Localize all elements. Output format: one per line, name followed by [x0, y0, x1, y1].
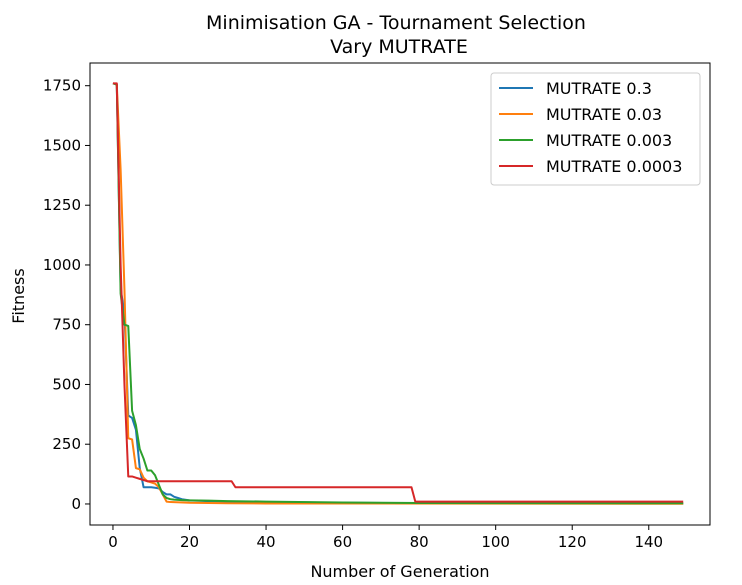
y-axis-label: Fitness	[9, 268, 28, 323]
legend-label-1: MUTRATE 0.3	[546, 79, 652, 98]
legend: MUTRATE 0.3 MUTRATE 0.03 MUTRATE 0.003 MUTR…	[490, 72, 701, 186]
x-tick-label: 100	[481, 533, 510, 551]
y-tick-label: 1250	[43, 196, 81, 214]
series-line-4	[112, 82, 684, 503]
y-tick-label: 500	[52, 375, 81, 393]
chart-title: Minimisation GA - Tournament Selection	[206, 12, 586, 34]
series-line-3	[112, 82, 684, 505]
legend-label-3: MUTRATE 0.003	[546, 131, 672, 150]
y-tick-label: 0	[71, 495, 81, 513]
y-tick-label: 250	[52, 435, 81, 453]
y-tick-label: 1500	[43, 136, 81, 154]
y-tick-label: 750	[52, 316, 81, 334]
x-tick-label: 40	[257, 533, 276, 551]
x-tick-label: 60	[333, 533, 352, 551]
x-tick-label: 20	[180, 533, 199, 551]
plot-frame	[89, 62, 711, 526]
x-tick-label: 0	[108, 533, 118, 551]
y-axis-ticks: 0 250 500 750 1000 1250 1500 1750	[43, 77, 90, 513]
legend-box	[490, 72, 701, 186]
y-tick-label: 1750	[43, 77, 81, 95]
chart-subtitle: Vary MUTRATE	[330, 36, 468, 58]
x-tick-label: 80	[410, 533, 429, 551]
x-axis-ticks: 0 20 40 60 80 100 120 140	[108, 525, 663, 551]
plot-lines	[112, 82, 684, 505]
x-tick-label: 140	[634, 533, 663, 551]
legend-label-4: MUTRATE 0.0003	[546, 157, 682, 176]
legend-label-2: MUTRATE 0.03	[546, 105, 662, 124]
y-tick-label: 1000	[43, 256, 81, 274]
x-tick-label: 120	[558, 533, 587, 551]
x-axis-label: Number of Generation	[310, 562, 489, 581]
